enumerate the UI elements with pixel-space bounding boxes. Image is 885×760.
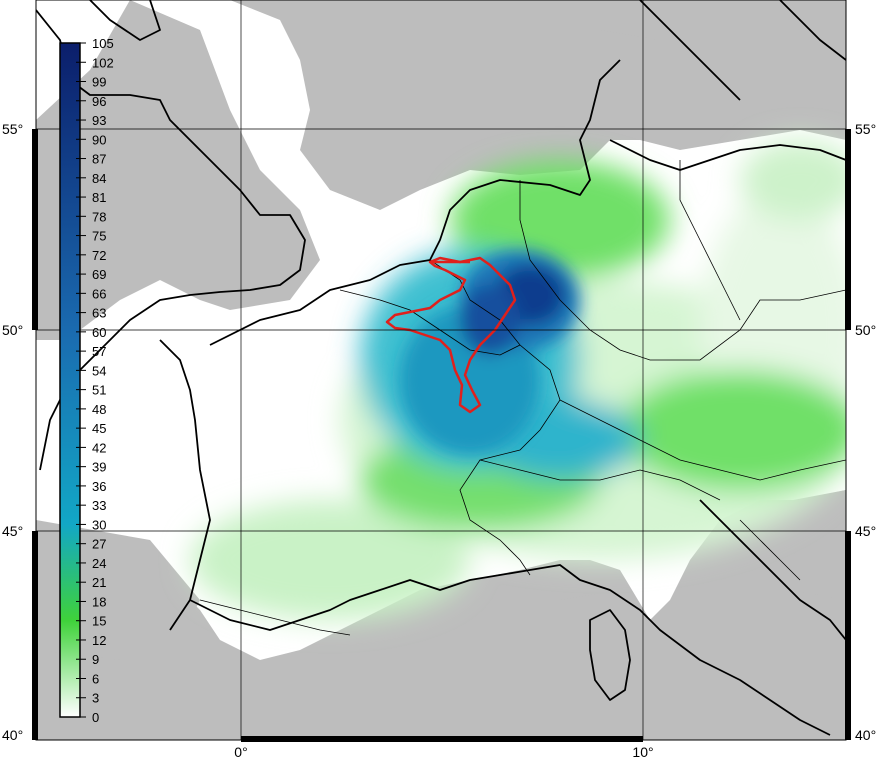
colorbar-tick-label: 12	[92, 633, 106, 648]
colorbar-tick-label: 60	[92, 325, 106, 340]
colorbar-tick-label: 45	[92, 421, 106, 436]
colorbar-tick-label: 81	[92, 190, 106, 205]
colorbar-tick-label: 18	[92, 594, 106, 609]
colorbar-tick-label: 57	[92, 344, 106, 359]
colorbar-tick-label: 27	[92, 537, 106, 552]
colorbar-tick-label: 36	[92, 479, 106, 494]
storm-track	[385, 256, 517, 414]
colorbar-tick-label: 30	[92, 517, 106, 532]
lon-label-10: 10°	[632, 744, 653, 760]
latitude-labels: 55° 50° 45° 40° 55° 50° 45° 40°	[2, 121, 876, 743]
colorbar-tick-label: 21	[92, 575, 106, 590]
colorbar-tick-label: 84	[92, 171, 106, 186]
colorbar-tick-label: 0	[92, 710, 99, 725]
colorbar-tick-label: 42	[92, 440, 106, 455]
colorbar-tick-label: 87	[92, 152, 106, 167]
colorbar-tick-label: 54	[92, 363, 106, 378]
land-scandinavia	[560, 0, 846, 120]
colorbar-tick-label: 105	[92, 36, 114, 51]
colorbar-ramp	[59, 42, 81, 718]
colorbar-tick-label: 66	[92, 286, 106, 301]
colorbar-tick-label: 63	[92, 306, 106, 321]
colorbar-tick-label: 90	[92, 132, 106, 147]
colorbar-tick-label: 78	[92, 209, 106, 224]
map-canvas	[36, 0, 846, 740]
coastlines	[36, 0, 846, 736]
lat-label-left-45: 45°	[2, 523, 23, 539]
country-borders	[199, 160, 846, 636]
graticule	[36, 0, 846, 740]
colorbar-tick-label: 102	[92, 55, 114, 70]
colorbar-tick-label: 33	[92, 498, 106, 513]
lat-label-right-40: 40°	[855, 727, 876, 743]
colorbar-tick-label: 69	[92, 267, 106, 282]
colorbar: 1051029996939087848178757269666360575451…	[59, 36, 114, 725]
colorbar-tick-label: 72	[92, 248, 106, 263]
colorbar-tick-label: 39	[92, 460, 106, 475]
lat-label-left-40: 40°	[2, 727, 23, 743]
lon-label-0: 0°	[234, 744, 247, 760]
land-britain	[36, 0, 320, 340]
colorbar-tick-label: 93	[92, 113, 106, 128]
colorbar-tick-label: 96	[92, 94, 106, 109]
colorbar-tick-label: 9	[92, 652, 99, 667]
colorbar-tick-label: 3	[92, 691, 99, 706]
map-frame	[32, 0, 851, 742]
colorbar-tick-label: 51	[92, 383, 106, 398]
colorbar-tick-label: 75	[92, 229, 106, 244]
lat-label-left-55: 55°	[2, 121, 23, 137]
colorbar-tick-label: 48	[92, 402, 106, 417]
lat-label-left-50: 50°	[2, 322, 23, 338]
lat-label-right-55: 55°	[855, 121, 876, 137]
colorbar-tick-label: 99	[92, 75, 106, 90]
colorbar-tick-label: 15	[92, 614, 106, 629]
longitude-labels: 0° 10°	[234, 744, 653, 760]
colorbar-tick-label: 24	[92, 556, 106, 571]
colorbar-tick-label: 6	[92, 671, 99, 686]
lat-label-right-50: 50°	[855, 322, 876, 338]
lat-label-right-45: 45°	[855, 523, 876, 539]
colorbar-ticks: 1051029996939087848178757269666360575451…	[76, 36, 114, 725]
